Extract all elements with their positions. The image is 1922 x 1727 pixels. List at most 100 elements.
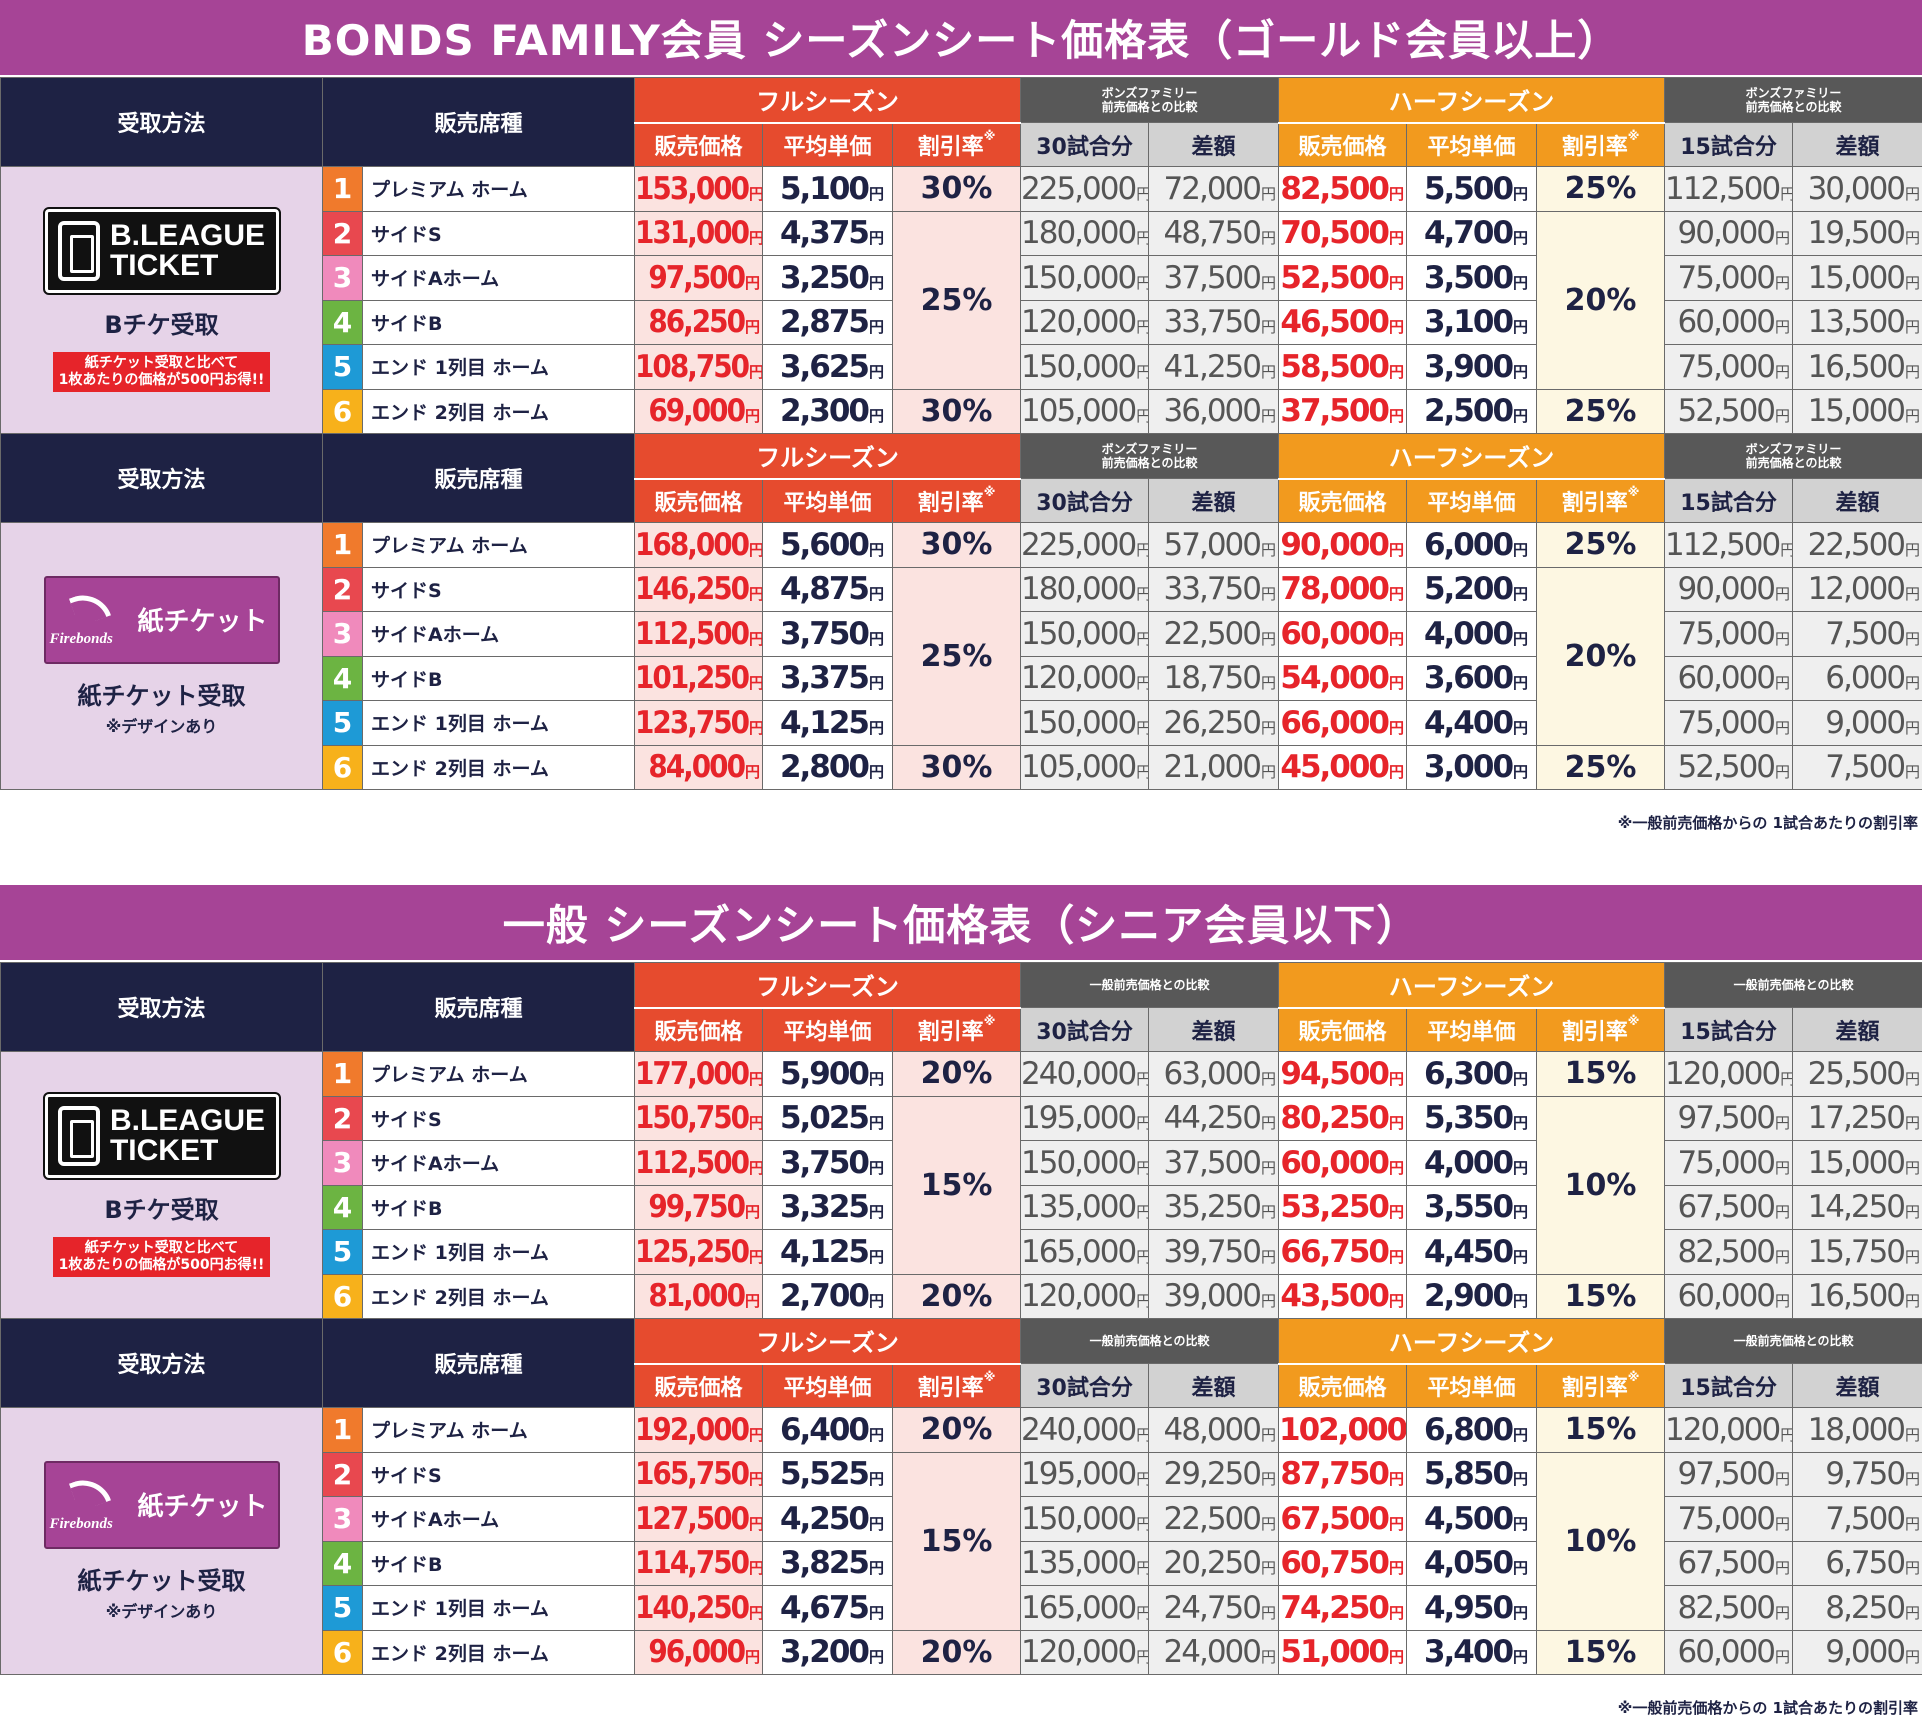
yen-unit: 円 bbox=[1905, 1470, 1920, 1489]
yen-unit: 円 bbox=[869, 1292, 884, 1311]
half-price: 58,500円 bbox=[1278, 344, 1408, 390]
full-diff: 33,750円 bbox=[1148, 566, 1280, 612]
price-section-1: BONDS FAMILY会員 シーズンシート価格表（ゴールド会員以上） 受取方法… bbox=[0, 0, 1922, 790]
header-full-season: フルシーズン bbox=[634, 433, 1022, 479]
full-avg-price: 5,525円 bbox=[762, 1451, 894, 1497]
full-30-games: 120,000円 bbox=[1020, 1629, 1150, 1675]
yen-unit: 円 bbox=[1775, 1158, 1790, 1177]
half-price: 82,500円 bbox=[1278, 166, 1408, 212]
yen-unit: 円 bbox=[1905, 1425, 1920, 1444]
full-diff: 39,750円 bbox=[1148, 1229, 1280, 1275]
yen-unit: 円 bbox=[1775, 1514, 1790, 1533]
yen-unit: 円 bbox=[745, 1292, 760, 1311]
yen-unit: 円 bbox=[1136, 318, 1149, 337]
price-table: 受取方法 販売席種 フルシーズン ボンズファミリー 前売価格との比較 ハーフシーズ… bbox=[0, 77, 1922, 790]
seat-number: 6 bbox=[322, 1629, 363, 1675]
half-price: 43,500円 bbox=[1278, 1273, 1408, 1319]
half-diff: 19,500円 bbox=[1792, 210, 1922, 256]
yen-unit: 円 bbox=[1905, 1247, 1920, 1266]
yen-unit: 円 bbox=[1905, 763, 1920, 782]
half-price: 45,000円 bbox=[1278, 744, 1408, 790]
half-price: 60,000円 bbox=[1278, 1140, 1408, 1186]
seat-number: 1 bbox=[322, 522, 363, 568]
yen-unit: 円 bbox=[1261, 1069, 1276, 1088]
header-games30: 30試合分 bbox=[1020, 478, 1150, 523]
yen-unit: 円 bbox=[749, 184, 763, 203]
header-half-price: 販売価格 bbox=[1278, 1362, 1408, 1408]
yen-unit: 円 bbox=[1775, 1247, 1790, 1266]
yen-unit: 円 bbox=[1905, 184, 1920, 203]
half-15-games: 120,000円 bbox=[1664, 1051, 1794, 1097]
seat-name: サイドAホーム bbox=[361, 1496, 636, 1542]
method-label: 紙チケット受取 bbox=[77, 681, 246, 710]
full-30-games: 150,000円 bbox=[1020, 1496, 1150, 1542]
full-avg-price: 3,200円 bbox=[762, 1629, 894, 1675]
header-avg: 平均単価 bbox=[762, 477, 894, 523]
header-half-diff: 差額 bbox=[1792, 122, 1922, 167]
full-discount-rate: 20% bbox=[892, 1407, 1022, 1453]
header-diff: 差額 bbox=[1148, 1363, 1280, 1408]
table-row: 5 エンド 1列目 ホーム 108,750円 3,625円 150,000円 41,250… bbox=[1, 344, 1922, 390]
full-30-games: 150,000円 bbox=[1020, 344, 1150, 390]
paper-ticket-logo-label: 紙チケット bbox=[137, 607, 268, 637]
method-label: Bチケ受取 bbox=[104, 1195, 219, 1224]
paper-ticket-logo-label: 紙チケット bbox=[137, 1492, 268, 1522]
seat-number: 1 bbox=[322, 1407, 363, 1453]
half-15-games: 112,500円 bbox=[1664, 166, 1794, 212]
yen-unit: 円 bbox=[1261, 674, 1276, 693]
half-avg-price: 2,900円 bbox=[1406, 1273, 1538, 1319]
full-30-games: 135,000円 bbox=[1020, 1184, 1150, 1230]
full-discount-rate: 25% bbox=[892, 210, 1022, 390]
yen-unit: 円 bbox=[1905, 718, 1920, 737]
half-discount-rate: 20% bbox=[1536, 566, 1666, 746]
full-price: 140,250円 bbox=[634, 1585, 764, 1631]
header-half-price: 販売価格 bbox=[1278, 1006, 1408, 1052]
header-avg: 平均単価 bbox=[762, 1362, 894, 1408]
yen-unit: 円 bbox=[745, 407, 760, 426]
yen-unit: 円 bbox=[1775, 674, 1790, 693]
yen-unit: 円 bbox=[1905, 407, 1920, 426]
half-price: 46,500円 bbox=[1278, 299, 1408, 345]
section-title: 一般 シーズンシート価格表（シニア会員以下） bbox=[0, 885, 1922, 962]
half-diff: 14,250円 bbox=[1792, 1184, 1922, 1230]
savings-badge: 紙チケット受取と比べて 1枚あたりの価格が500円お得!! bbox=[52, 351, 271, 392]
yen-unit: 円 bbox=[1261, 184, 1276, 203]
full-price: 146,250円 bbox=[634, 566, 764, 612]
full-discount-rate: 20% bbox=[892, 1273, 1022, 1319]
yen-unit: 円 bbox=[1513, 1425, 1528, 1444]
seat-name: エンド 1列目 ホーム bbox=[361, 1585, 636, 1631]
header-diff: 差額 bbox=[1148, 122, 1280, 167]
yen-unit: 円 bbox=[869, 1425, 884, 1444]
yen-unit: 円 bbox=[1513, 1292, 1528, 1311]
full-30-games: 225,000円 bbox=[1020, 166, 1150, 212]
header-half-diff: 差額 bbox=[1792, 1363, 1922, 1408]
header-half-rate: 割引率※ bbox=[1536, 121, 1666, 167]
logo-text-line1: B.LEAGUE bbox=[109, 218, 265, 252]
seat-name: プレミアム ホーム bbox=[361, 1051, 636, 1097]
half-avg-price: 4,400円 bbox=[1406, 700, 1538, 746]
yen-unit: 円 bbox=[869, 1648, 884, 1667]
yen-unit: 円 bbox=[1905, 229, 1920, 248]
full-price: 168,000円 bbox=[634, 522, 764, 568]
half-15-games: 60,000円 bbox=[1664, 299, 1794, 345]
half-15-games: 75,000円 bbox=[1664, 700, 1794, 746]
firebonds-brand-text: Firebonds bbox=[49, 1515, 113, 1532]
yen-unit: 円 bbox=[1136, 229, 1149, 248]
price-table: 受取方法 販売席種 フルシーズン 一般前売価格との比較 ハーフシーズン 一般前売… bbox=[0, 962, 1922, 1675]
half-avg-price: 4,000円 bbox=[1406, 1140, 1538, 1186]
seat-name: サイドAホーム bbox=[361, 255, 636, 301]
yen-unit: 円 bbox=[1389, 629, 1404, 648]
half-discount-rate: 10% bbox=[1536, 1095, 1666, 1275]
yen-unit: 円 bbox=[1136, 362, 1149, 381]
full-30-games: 195,000円 bbox=[1020, 1451, 1150, 1497]
half-diff: 7,500円 bbox=[1792, 744, 1922, 790]
yen-unit: 円 bbox=[745, 273, 760, 292]
half-15-games: 90,000円 bbox=[1664, 210, 1794, 256]
table-row: 6 エンド 2列目 ホーム 96,000円 3,200円 20% 120,000円 24,0… bbox=[1, 1629, 1922, 1675]
half-15-games: 60,000円 bbox=[1664, 1629, 1794, 1675]
seat-name: サイドS bbox=[361, 1095, 636, 1141]
half-discount-rate: 15% bbox=[1536, 1273, 1666, 1319]
full-price: 97,500円 bbox=[634, 255, 764, 301]
yen-unit: 円 bbox=[1905, 1114, 1920, 1133]
yen-unit: 円 bbox=[749, 540, 763, 559]
